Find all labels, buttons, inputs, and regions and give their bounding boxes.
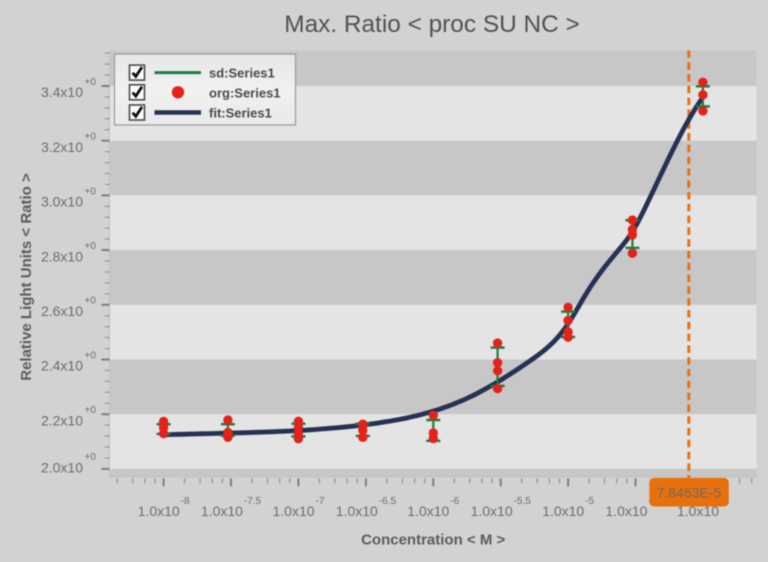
svg-text:-8: -8: [181, 496, 190, 507]
svg-text:Max. Ratio < proc SU NC >: Max. Ratio < proc SU NC >: [284, 11, 580, 38]
svg-text:sd:Series1: sd:Series1: [209, 66, 275, 81]
svg-text:+0: +0: [85, 77, 97, 88]
svg-text:+0: +0: [85, 132, 97, 143]
svg-text:2.8x10: 2.8x10: [41, 248, 83, 264]
svg-text:1.0x10: 1.0x10: [138, 503, 180, 519]
svg-text:-6: -6: [450, 496, 459, 507]
svg-text:-6.5: -6.5: [379, 496, 397, 507]
svg-text:2.0x10: 2.0x10: [41, 459, 83, 475]
svg-text:3.0x10: 3.0x10: [41, 194, 83, 210]
svg-text:Concentration < M >: Concentration < M >: [361, 532, 505, 549]
svg-text:1.0x10: 1.0x10: [201, 503, 243, 519]
svg-text:-7: -7: [316, 496, 325, 507]
svg-text:org:Series1: org:Series1: [209, 85, 281, 100]
svg-text:1.0x10: 1.0x10: [677, 503, 719, 519]
svg-text:2.4x10: 2.4x10: [41, 358, 83, 374]
svg-text:-7.5: -7.5: [244, 496, 262, 507]
svg-text:1.0x10: 1.0x10: [605, 503, 647, 519]
svg-text:1.0x10: 1.0x10: [471, 503, 513, 519]
svg-text:1.0x10: 1.0x10: [336, 503, 378, 519]
svg-text:3.2x10: 3.2x10: [41, 139, 83, 155]
svg-text:+0: +0: [85, 186, 97, 197]
svg-text:1.0x10: 1.0x10: [273, 503, 315, 519]
svg-text:-5.5: -5.5: [514, 496, 532, 507]
svg-text:+0: +0: [85, 405, 97, 416]
svg-text:1.0x10: 1.0x10: [542, 503, 584, 519]
svg-text:7.8463E-5: 7.8463E-5: [657, 485, 722, 501]
svg-text:2.6x10: 2.6x10: [41, 303, 83, 319]
svg-text:Relative Light Units < Ratio >: Relative Light Units < Ratio >: [18, 173, 35, 381]
svg-text:+0: +0: [85, 241, 97, 252]
svg-text:+0: +0: [85, 296, 97, 307]
svg-text:+0: +0: [85, 452, 97, 463]
svg-text:2.2x10: 2.2x10: [41, 412, 83, 428]
svg-text:fit:Series1: fit:Series1: [209, 106, 272, 121]
svg-text:-5: -5: [585, 496, 594, 507]
svg-text:3.4x10: 3.4x10: [41, 84, 83, 100]
svg-text:+0: +0: [85, 350, 97, 361]
svg-text:1.0x10: 1.0x10: [407, 503, 449, 519]
